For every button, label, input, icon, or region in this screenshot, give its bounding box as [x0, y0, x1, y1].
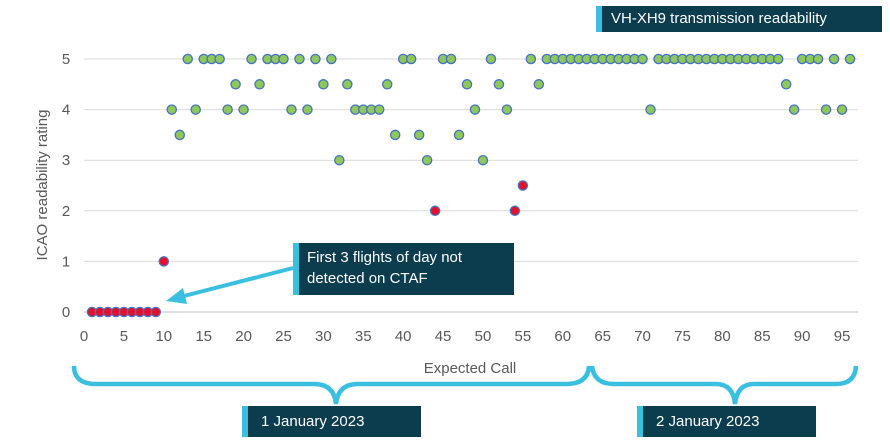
data-point	[334, 154, 345, 166]
data-point	[445, 53, 457, 65]
data-point	[637, 53, 648, 65]
data-point	[820, 104, 832, 115]
x-tick-label: 60	[554, 328, 571, 345]
data-point	[788, 104, 800, 115]
data-point	[477, 154, 489, 166]
x-tick-label: 10	[155, 328, 172, 345]
x-tick-label: 15	[195, 328, 212, 345]
data-point	[812, 53, 824, 65]
data-point	[318, 79, 329, 90]
brace-day-2	[589, 365, 859, 405]
data-point	[828, 53, 840, 65]
data-point	[413, 129, 425, 141]
callout-arrowhead	[166, 288, 187, 304]
data-point	[485, 53, 497, 65]
data-point	[310, 53, 321, 65]
data-point	[373, 104, 385, 115]
day-label-1: 1 January 2023	[261, 413, 365, 430]
x-tick-label: 5	[120, 328, 128, 345]
x-tick-label: 85	[754, 328, 771, 345]
chart-title: VH-XH9 transmission readability	[611, 10, 827, 27]
data-point	[166, 104, 178, 115]
data-point	[461, 79, 473, 90]
data-point	[294, 53, 305, 65]
data-point	[533, 79, 545, 90]
data-point	[254, 79, 265, 90]
x-tick-label: 30	[315, 328, 332, 345]
data-point	[645, 104, 656, 115]
x-tick-label: 35	[355, 328, 372, 345]
y-tick-label: 1	[62, 253, 70, 270]
chart-title-box: VH-XH9 transmission readability	[596, 6, 882, 32]
data-point	[326, 53, 337, 65]
x-tick-label: 90	[794, 328, 811, 345]
x-tick-label: 45	[435, 328, 452, 345]
data-point	[429, 205, 441, 217]
y-tick-label: 5	[62, 51, 70, 68]
data-point	[469, 104, 481, 115]
data-point	[238, 104, 249, 115]
data-point	[182, 53, 193, 65]
data-point	[246, 53, 257, 65]
data-point	[302, 104, 313, 115]
data-point	[405, 53, 417, 65]
callout-note-box: First 3 flights of day not detected on C…	[293, 243, 514, 295]
data-point	[501, 104, 513, 115]
data-point	[230, 79, 241, 90]
x-tick-label: 55	[515, 328, 532, 345]
day-label-box-2: 2 January 2023	[637, 406, 816, 437]
y-tick-label: 3	[62, 152, 70, 169]
y-tick-label: 0	[62, 304, 70, 321]
data-point	[222, 104, 233, 115]
day-label-box-1: 1 January 2023	[242, 406, 421, 437]
x-tick-label: 95	[834, 328, 851, 345]
x-tick-label: 80	[714, 328, 731, 345]
data-point	[214, 53, 225, 65]
data-point	[286, 104, 297, 115]
y-tick-labels: 0 1 2 3 4 5	[62, 51, 70, 321]
data-point	[525, 53, 537, 65]
x-tick-labels: 0 5 10 15 20 25 30 35 40 45 50 55 60 65 70 75 80 85 90 95	[80, 328, 851, 345]
data-point	[174, 129, 186, 141]
data-point	[844, 53, 856, 65]
x-tick-label: 70	[634, 328, 651, 345]
x-axis-title: Expected Call	[424, 360, 517, 377]
gridlines	[84, 58, 858, 262]
data-point	[158, 256, 170, 267]
data-point	[342, 79, 353, 90]
brace-day-1	[71, 365, 592, 405]
data-point	[780, 79, 792, 90]
data-point	[509, 205, 521, 217]
data-point	[150, 306, 162, 318]
x-tick-label: 0	[80, 328, 88, 345]
data-point	[836, 104, 848, 115]
x-tick-label: 25	[275, 328, 292, 345]
y-tick-label: 4	[62, 102, 70, 119]
data-point	[190, 104, 201, 115]
x-tick-label: 75	[674, 328, 691, 345]
day-label-2: 2 January 2023	[656, 413, 760, 430]
x-tick-label: 65	[594, 328, 611, 345]
x-tick-label: 50	[475, 328, 492, 345]
data-point	[389, 129, 401, 141]
data-point	[278, 53, 289, 65]
y-axis-title: ICAO readability rating	[34, 110, 51, 261]
data-points	[86, 53, 856, 318]
data-point	[517, 180, 529, 191]
callout-arrow-line	[179, 266, 294, 299]
y-tick-label: 2	[62, 203, 70, 220]
callout-note-text: First 3 flights of day not detected on C…	[307, 249, 463, 287]
data-point	[381, 79, 393, 90]
data-point	[453, 129, 465, 141]
data-point	[493, 79, 505, 90]
data-point	[772, 53, 784, 65]
x-tick-label: 20	[235, 328, 252, 345]
x-tick-label: 40	[395, 328, 412, 345]
data-point	[421, 154, 433, 166]
